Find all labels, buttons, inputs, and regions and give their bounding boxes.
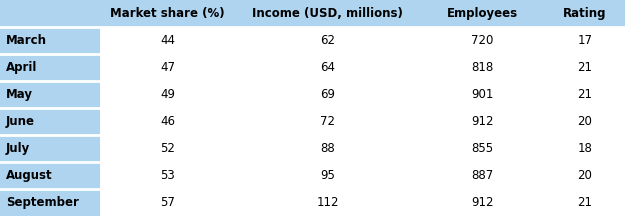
Text: 88: 88 xyxy=(320,142,335,155)
Bar xyxy=(0,108,100,135)
Text: 44: 44 xyxy=(160,34,175,47)
Bar xyxy=(545,135,625,162)
Text: 818: 818 xyxy=(471,61,494,74)
Text: June: June xyxy=(6,115,35,128)
Text: 112: 112 xyxy=(316,196,339,209)
Bar xyxy=(0,54,100,81)
Text: 52: 52 xyxy=(160,142,175,155)
Text: March: March xyxy=(6,34,47,47)
Bar xyxy=(100,108,235,135)
Text: August: August xyxy=(6,169,53,182)
Bar xyxy=(100,81,235,108)
Text: 64: 64 xyxy=(320,61,335,74)
Bar xyxy=(100,0,235,27)
Bar xyxy=(420,81,545,108)
Bar xyxy=(545,189,625,216)
Bar xyxy=(235,135,420,162)
Bar xyxy=(0,162,100,189)
Text: 21: 21 xyxy=(578,196,592,209)
Bar xyxy=(420,0,545,27)
Text: 49: 49 xyxy=(160,88,175,101)
Text: 855: 855 xyxy=(471,142,494,155)
Text: 887: 887 xyxy=(471,169,494,182)
Bar xyxy=(420,189,545,216)
Bar xyxy=(545,108,625,135)
Bar xyxy=(235,54,420,81)
Bar xyxy=(420,162,545,189)
Text: 57: 57 xyxy=(160,196,175,209)
Text: 21: 21 xyxy=(578,61,592,74)
Bar xyxy=(0,0,100,27)
Bar xyxy=(420,54,545,81)
Text: 53: 53 xyxy=(160,169,175,182)
Bar xyxy=(420,135,545,162)
Text: 18: 18 xyxy=(578,142,592,155)
Bar xyxy=(0,27,100,54)
Bar xyxy=(235,0,420,27)
Bar xyxy=(0,135,100,162)
Bar xyxy=(100,135,235,162)
Text: 47: 47 xyxy=(160,61,175,74)
Bar xyxy=(235,27,420,54)
Bar xyxy=(100,162,235,189)
Bar xyxy=(235,162,420,189)
Bar xyxy=(100,189,235,216)
Text: 21: 21 xyxy=(578,88,592,101)
Text: 17: 17 xyxy=(578,34,592,47)
Text: July: July xyxy=(6,142,30,155)
Text: Rating: Rating xyxy=(563,7,607,20)
Text: 20: 20 xyxy=(578,115,592,128)
Bar xyxy=(235,108,420,135)
Text: 95: 95 xyxy=(320,169,335,182)
Bar xyxy=(420,27,545,54)
Text: 72: 72 xyxy=(320,115,335,128)
Text: 20: 20 xyxy=(578,169,592,182)
Bar xyxy=(100,54,235,81)
Bar xyxy=(0,189,100,216)
Bar xyxy=(545,0,625,27)
Text: 901: 901 xyxy=(471,88,494,101)
Text: Income (USD, millions): Income (USD, millions) xyxy=(252,7,403,20)
Bar xyxy=(0,81,100,108)
Bar xyxy=(100,27,235,54)
Bar xyxy=(235,81,420,108)
Bar xyxy=(545,27,625,54)
Text: September: September xyxy=(6,196,79,209)
Bar xyxy=(545,54,625,81)
Text: 912: 912 xyxy=(471,196,494,209)
Text: Market share (%): Market share (%) xyxy=(110,7,225,20)
Text: April: April xyxy=(6,61,38,74)
Text: 46: 46 xyxy=(160,115,175,128)
Text: 69: 69 xyxy=(320,88,335,101)
Text: 62: 62 xyxy=(320,34,335,47)
Bar xyxy=(420,108,545,135)
Text: 720: 720 xyxy=(471,34,494,47)
Bar xyxy=(545,162,625,189)
Bar xyxy=(545,81,625,108)
Text: 912: 912 xyxy=(471,115,494,128)
Text: Employees: Employees xyxy=(447,7,518,20)
Bar xyxy=(235,189,420,216)
Text: May: May xyxy=(6,88,33,101)
